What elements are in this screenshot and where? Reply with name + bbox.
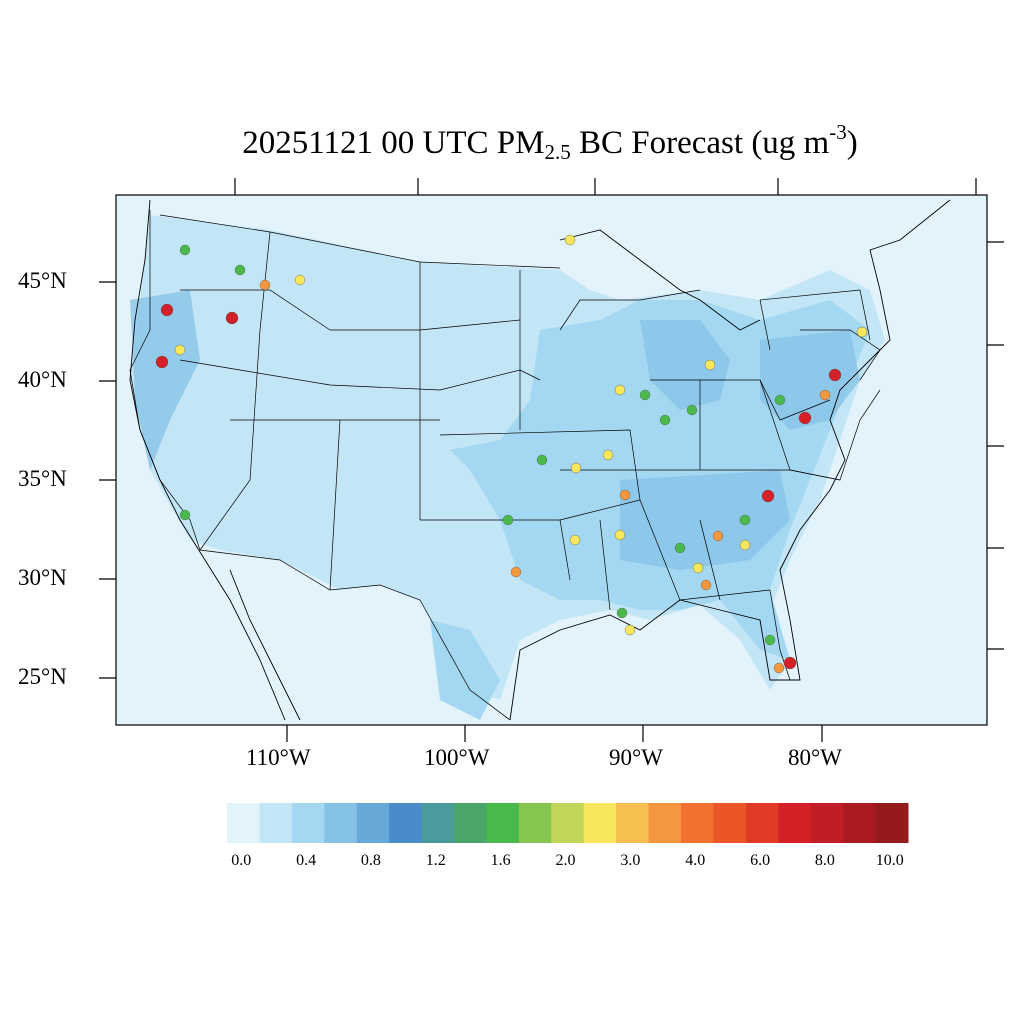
lat-label-30: 30°N xyxy=(18,565,67,590)
hotspot-yellow xyxy=(704,359,716,371)
lat-label-45: 45°N xyxy=(18,268,67,293)
colorbar-segment xyxy=(745,803,779,843)
hotspot-green xyxy=(179,509,191,521)
colorbar-tick-label: 10.0 xyxy=(875,852,904,869)
colorbar-tick-label: 6.0 xyxy=(750,852,771,869)
colorbar-segment xyxy=(810,803,844,843)
map-title: 20251121 00 UTC PM2.5 BC Forecast (ug m-… xyxy=(0,120,1024,165)
hotspot-red xyxy=(155,355,169,369)
colorbar-tick-label: 0.0 xyxy=(231,852,252,869)
colorbar-tick-label: 0.8 xyxy=(360,852,381,869)
colorbar-segment xyxy=(681,803,714,843)
colorbar-tick-label: 1.2 xyxy=(425,852,446,869)
title-superscript: -3 xyxy=(829,120,847,144)
colorbar-segment xyxy=(227,803,260,843)
hotspot-yellow xyxy=(564,234,576,246)
colorbar-tick-label: 4.0 xyxy=(685,852,706,869)
hotspot-green xyxy=(764,634,776,646)
hotspot-green xyxy=(234,264,246,276)
state-borders xyxy=(129,210,881,721)
hotspot-green xyxy=(639,389,651,401)
hotspot-green xyxy=(659,414,671,426)
hotspot-green xyxy=(686,404,698,416)
hotspot-red xyxy=(225,311,239,325)
hotspot-red xyxy=(828,368,842,382)
hotspot-yellow xyxy=(570,462,582,474)
colorbar-segment xyxy=(259,803,293,843)
axis-ticks xyxy=(99,178,1004,742)
lon-label-80: 80°W xyxy=(788,745,842,770)
lat-label-35: 35°N xyxy=(18,466,67,491)
hotspot-yellow xyxy=(569,534,581,546)
colorbar-segment xyxy=(356,803,390,843)
hotspot-markers xyxy=(155,234,868,674)
hotspot-yellow xyxy=(614,529,626,541)
hotspot-yellow xyxy=(624,624,636,636)
hotspot-green xyxy=(674,542,686,554)
hotspot-red xyxy=(783,656,797,670)
hotspot-orange xyxy=(259,279,271,291)
colorbar-segment xyxy=(616,803,650,843)
hotspot-orange xyxy=(712,530,724,542)
hotspot-green xyxy=(179,244,191,256)
colorbar-segment xyxy=(583,803,617,843)
colorbar-segment xyxy=(843,803,877,843)
colorbar-segment xyxy=(454,803,487,843)
colorbar-segment xyxy=(778,803,812,843)
title-suffix: ) xyxy=(846,125,858,161)
hotspot-orange xyxy=(619,489,631,501)
hotspot-yellow xyxy=(856,326,868,338)
colorbar-segment xyxy=(291,803,325,843)
hotspot-orange xyxy=(700,579,712,591)
colorbar-tick-label: 8.0 xyxy=(814,852,835,869)
colorbar-segment xyxy=(389,803,423,843)
title-prefix: 20251121 00 UTC PM xyxy=(242,125,545,161)
hotspot-yellow xyxy=(614,384,626,396)
colorbar-segment xyxy=(551,803,585,843)
title-middle: BC Forecast (ug m xyxy=(570,125,830,161)
colorbar-tick-label: 1.6 xyxy=(490,852,511,869)
colorbar-segment xyxy=(713,803,747,843)
colorbar-segment xyxy=(421,803,455,843)
map-frame xyxy=(115,194,988,726)
hotspot-green xyxy=(739,514,751,526)
hotspot-orange xyxy=(510,566,522,578)
hotspot-green xyxy=(536,454,548,466)
hotspot-green xyxy=(616,607,628,619)
colorbar-segment xyxy=(324,803,358,843)
colorbar-segment xyxy=(648,803,682,843)
hotspot-green xyxy=(774,394,786,406)
lon-label-90: 90°W xyxy=(609,745,663,770)
hotspot-green xyxy=(502,514,514,526)
colorbar-segment xyxy=(875,803,909,843)
colorbar xyxy=(227,803,909,843)
great-lakes-coverage xyxy=(640,320,730,410)
lon-label-110: 110°W xyxy=(246,745,311,770)
colorbar-tick-label: 3.0 xyxy=(620,852,641,869)
lat-label-25: 25°N xyxy=(18,664,67,689)
gulf-coverage xyxy=(430,620,500,720)
hotspot-yellow xyxy=(602,449,614,461)
hotspot-red xyxy=(798,411,812,425)
lon-label-100: 100°W xyxy=(424,745,490,770)
hotspot-red xyxy=(160,303,174,317)
colorbar-segment xyxy=(486,803,520,843)
hotspot-yellow xyxy=(692,562,704,574)
title-subscript: 2.5 xyxy=(544,140,571,164)
hotspot-red xyxy=(761,489,775,503)
colorbar-segment xyxy=(518,803,552,843)
hotspot-yellow xyxy=(174,344,186,356)
hotspot-yellow xyxy=(294,274,306,286)
map-plot-area xyxy=(116,195,987,725)
lat-label-40: 40°N xyxy=(18,367,67,392)
hotspot-orange xyxy=(819,389,831,401)
hotspot-orange xyxy=(773,662,785,674)
hotspot-yellow xyxy=(739,539,751,551)
colorbar-tick-label: 2.0 xyxy=(555,852,576,869)
colorbar-tick-label: 0.4 xyxy=(296,852,317,869)
